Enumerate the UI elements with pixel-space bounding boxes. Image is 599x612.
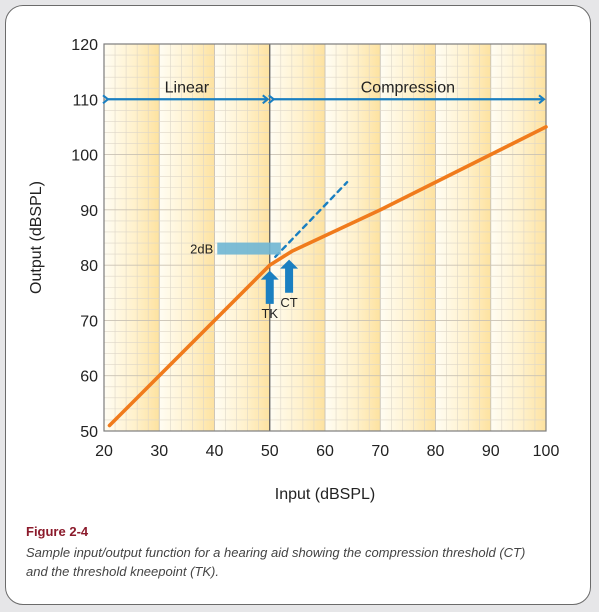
x-tick-label: 70 [371, 443, 389, 460]
x-tick-label: 50 [261, 443, 279, 460]
y-tick-label: 120 [71, 37, 98, 54]
figure-card: 20 30 40 50 60 70 80 90 100 50 60 70 80 90 100 110 120 In… [5, 5, 591, 605]
ct-arrow [280, 259, 299, 293]
tk-label: TK [261, 306, 278, 321]
plot-band [380, 44, 436, 431]
x-tick-label: 30 [150, 443, 168, 460]
plot-band [325, 44, 381, 431]
x-tick-label: 40 [206, 443, 224, 460]
plot-band [214, 44, 270, 431]
gain-bar [217, 242, 281, 255]
region-label-2: Compression [361, 79, 455, 96]
series-line-1 [107, 125, 548, 428]
plot-frame [103, 43, 547, 432]
plot-band [490, 44, 546, 431]
plot-band [159, 44, 215, 431]
region-label-1: Linear [165, 79, 210, 96]
gain-label: 2dB [190, 242, 213, 257]
x-tick-label: 80 [427, 443, 445, 460]
y-tick-label: 110 [72, 92, 98, 109]
plot-band [435, 44, 491, 431]
x-tick-label: 20 [95, 443, 113, 460]
figure-label: Figure 2-4 [26, 524, 89, 539]
figure-caption: Sample input/output function for a heari… [26, 545, 526, 579]
y-tick-label: 50 [80, 424, 98, 441]
plot-band [104, 44, 160, 431]
x-tick-label: 90 [482, 443, 500, 460]
y-tick-label: 60 [80, 369, 98, 386]
x-tick-label: 100 [533, 443, 560, 460]
y-tick-label: 70 [80, 313, 98, 330]
x-axis-label: Input (dBSPL) [275, 486, 376, 503]
io-function-chart: 20 30 40 50 60 70 80 90 100 50 60 70 80 90 100 110 120 In… [28, 37, 560, 503]
y-tick-label: 100 [71, 148, 98, 165]
tk-arrow [260, 270, 279, 304]
y-axis-label: Output (dBSPL) [28, 181, 45, 294]
y-tick-label: 90 [80, 203, 98, 220]
ct-label: CT [280, 295, 297, 310]
y-tick-label: 80 [80, 258, 98, 275]
series-line-2 [274, 181, 349, 258]
x-tick-label: 60 [316, 443, 334, 460]
plot-band [269, 44, 325, 431]
